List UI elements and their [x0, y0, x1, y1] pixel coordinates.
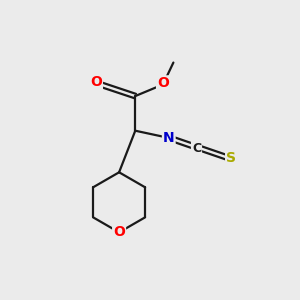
Text: S: S: [226, 152, 236, 165]
Text: C: C: [192, 142, 201, 154]
Text: O: O: [113, 225, 125, 239]
Text: N: N: [163, 130, 175, 145]
Text: O: O: [157, 76, 169, 90]
Text: O: O: [90, 75, 102, 89]
